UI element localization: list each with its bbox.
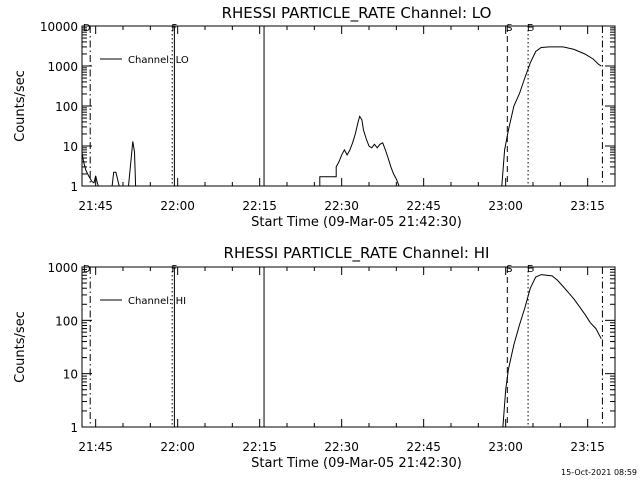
chart-title: RHESSI PARTICLE_RATE Channel: HI [224, 244, 490, 263]
x-tick-label: 23:00 [488, 199, 523, 213]
x-tick-label: 22:45 [406, 440, 441, 454]
event-marker-label: E [527, 23, 533, 34]
y-tick-label: 10000 [40, 20, 78, 34]
y-tick-label: 10 [63, 140, 78, 154]
x-tick-label: 22:00 [160, 199, 195, 213]
plot-frame [81, 266, 616, 428]
x-tick-label: 22:45 [406, 199, 441, 213]
y-tick-label: 1000 [47, 261, 78, 275]
plot-frame [81, 25, 616, 187]
y-tick-label: 100 [55, 314, 78, 328]
series-line-segment [82, 152, 99, 186]
x-tick-label: 23:00 [488, 440, 523, 454]
y-tick-label: 100 [55, 100, 78, 114]
x-axis-label: Start Time (09-Mar-05 21:42:30) [251, 215, 462, 230]
event-marker-label: E [527, 264, 533, 275]
y-tick-label: 10 [63, 368, 78, 382]
series-line-segment [111, 171, 120, 186]
panel-lo: RHESSI PARTICLE_RATE Channel: LO 21:45 22:… [13, 4, 616, 230]
series-line-segment [502, 274, 602, 427]
x-tick-label: 23:15 [570, 440, 605, 454]
series-line-segment [128, 141, 137, 186]
series-line-segment [319, 115, 400, 186]
x-tick-label: 22:15 [242, 199, 277, 213]
x-axis-label: Start Time (09-Mar-05 21:42:30) [251, 456, 462, 471]
legend-entry: Channel: HI [128, 296, 186, 307]
timestamp: 15-Oct-2021 08:59 [561, 468, 637, 477]
event-marker-label: D [83, 264, 91, 275]
event-marker-label: D [83, 23, 91, 34]
y-tick-label: 1000 [47, 60, 78, 74]
y-axis-label: Counts/sec [13, 311, 28, 383]
x-tick-label: 21:45 [78, 440, 113, 454]
y-tick-label: 1 [70, 421, 78, 435]
event-marker-label: S [506, 264, 512, 275]
y-tick-label: 1 [70, 180, 78, 194]
panel-hi: RHESSI PARTICLE_RATE Channel: HI 21:45 22:… [13, 244, 616, 471]
x-tick-label: 22:30 [324, 440, 359, 454]
x-tick-label: 22:30 [324, 199, 359, 213]
event-marker-label: S [506, 23, 512, 34]
legend-entry: Channel: LO [128, 55, 189, 66]
series-line-segment [501, 46, 602, 186]
x-tick-label: 21:45 [78, 199, 113, 213]
x-tick-label: 23:15 [570, 199, 605, 213]
y-axis-label: Counts/sec [13, 70, 28, 142]
x-tick-label: 22:15 [242, 440, 277, 454]
x-tick-label: 22:00 [160, 440, 195, 454]
chart-title: RHESSI PARTICLE_RATE Channel: LO [222, 4, 492, 23]
